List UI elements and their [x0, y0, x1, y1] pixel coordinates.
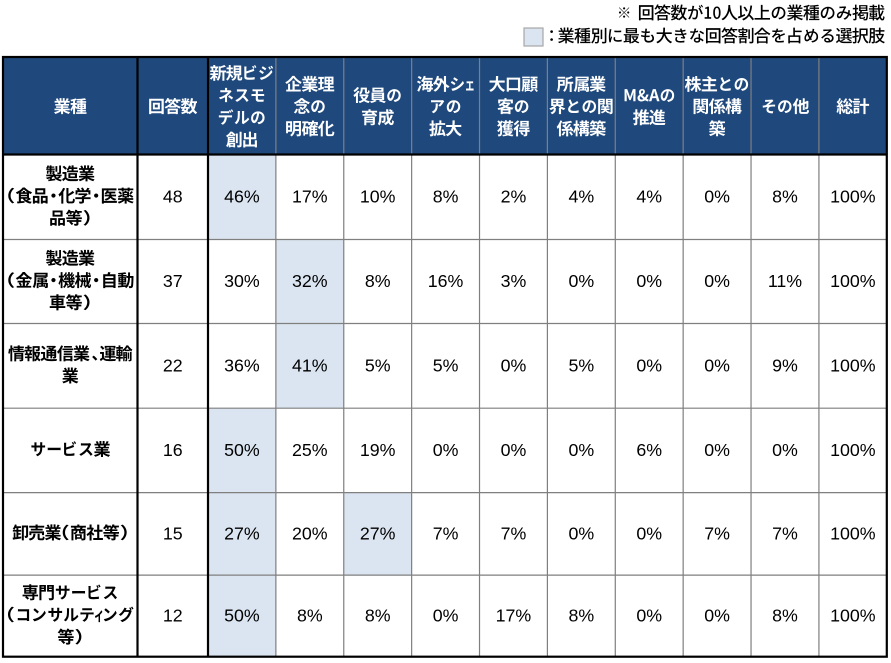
svg-text:32%: 32%: [292, 271, 328, 291]
svg-text:36%: 36%: [224, 355, 260, 375]
svg-text:8%: 8%: [365, 271, 391, 291]
svg-text:8%: 8%: [772, 605, 798, 625]
svg-text:0%: 0%: [636, 605, 662, 625]
svg-text:7%: 7%: [501, 523, 527, 543]
svg-text:8%: 8%: [297, 605, 323, 625]
svg-text:8%: 8%: [433, 186, 459, 206]
svg-text:7%: 7%: [433, 523, 459, 543]
svg-text:16%: 16%: [428, 271, 464, 291]
svg-text:7%: 7%: [772, 523, 798, 543]
svg-text:0%: 0%: [704, 605, 730, 625]
svg-text:0%: 0%: [568, 523, 594, 543]
svg-text:15: 15: [163, 523, 183, 543]
svg-text:8%: 8%: [568, 605, 594, 625]
svg-text:0%: 0%: [568, 440, 594, 460]
svg-text:50%: 50%: [224, 440, 260, 460]
svg-text:0%: 0%: [704, 355, 730, 375]
svg-text:0%: 0%: [772, 440, 798, 460]
svg-text:4%: 4%: [568, 186, 594, 206]
svg-text:50%: 50%: [224, 605, 260, 625]
svg-text:46%: 46%: [224, 186, 260, 206]
svg-text:100%: 100%: [830, 186, 876, 206]
svg-text:27%: 27%: [360, 523, 396, 543]
svg-text:16: 16: [163, 440, 183, 460]
svg-text:22: 22: [163, 355, 183, 375]
svg-text:0%: 0%: [501, 355, 527, 375]
svg-text:48: 48: [163, 186, 183, 206]
svg-text:30%: 30%: [224, 271, 260, 291]
svg-text:9%: 9%: [772, 355, 798, 375]
svg-text:6%: 6%: [636, 440, 662, 460]
svg-text:27%: 27%: [224, 523, 260, 543]
svg-text:0%: 0%: [433, 605, 459, 625]
svg-text:0%: 0%: [568, 271, 594, 291]
svg-text:0%: 0%: [704, 186, 730, 206]
svg-text:4%: 4%: [636, 186, 662, 206]
svg-text:7%: 7%: [704, 523, 730, 543]
svg-text:100%: 100%: [830, 355, 876, 375]
svg-text:100%: 100%: [830, 271, 876, 291]
svg-text:100%: 100%: [830, 440, 876, 460]
svg-text:37: 37: [163, 271, 183, 291]
svg-text:17%: 17%: [292, 186, 328, 206]
svg-text:12: 12: [163, 605, 183, 625]
svg-text:8%: 8%: [772, 186, 798, 206]
svg-text:0%: 0%: [636, 523, 662, 543]
svg-text:5%: 5%: [365, 355, 391, 375]
svg-text:8%: 8%: [365, 605, 391, 625]
svg-text:0%: 0%: [433, 440, 459, 460]
svg-text:20%: 20%: [292, 523, 328, 543]
svg-text:100%: 100%: [830, 605, 876, 625]
svg-text:19%: 19%: [360, 440, 396, 460]
svg-text:5%: 5%: [433, 355, 459, 375]
svg-text:0%: 0%: [704, 440, 730, 460]
svg-text:0%: 0%: [704, 271, 730, 291]
svg-text:17%: 17%: [496, 605, 532, 625]
svg-text:5%: 5%: [568, 355, 594, 375]
svg-text:41%: 41%: [292, 355, 328, 375]
svg-text:11%: 11%: [768, 271, 802, 291]
svg-text:3%: 3%: [501, 271, 527, 291]
svg-text:25%: 25%: [292, 440, 328, 460]
svg-text:0%: 0%: [636, 271, 662, 291]
svg-text:100%: 100%: [830, 523, 876, 543]
svg-text:0%: 0%: [636, 355, 662, 375]
svg-text:10%: 10%: [360, 186, 396, 206]
svg-text:0%: 0%: [501, 440, 527, 460]
svg-text:2%: 2%: [501, 186, 527, 206]
